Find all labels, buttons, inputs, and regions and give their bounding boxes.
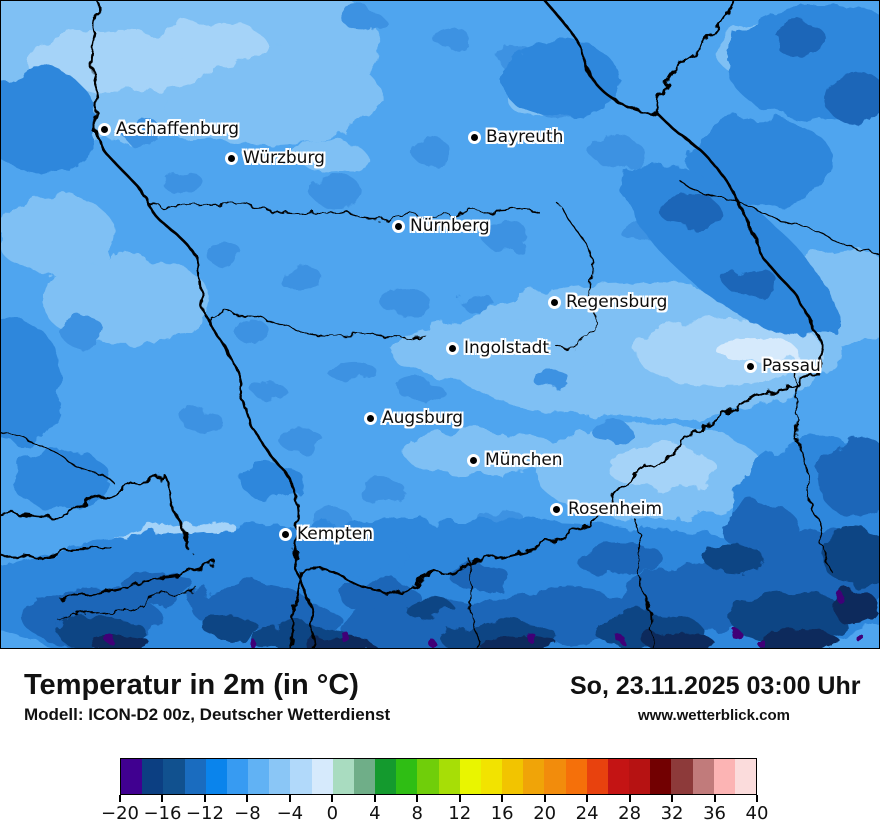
colorbar-tick: [416, 795, 419, 802]
colorbar-cell: [332, 759, 354, 794]
colorbar-cell: [734, 759, 757, 794]
colorbar-tick: [458, 795, 461, 802]
colorbar-cell: [142, 759, 164, 794]
model-info: Modell: ICON-D2 00z, Deutscher Wetterdie…: [24, 705, 391, 724]
colorbar-cell: [713, 759, 735, 794]
page-title: Temperatur in 2m (in °C): [24, 669, 359, 701]
colorbar-tick-label: 40: [745, 803, 769, 824]
colorbar-cell: [607, 759, 630, 794]
website-url: www.wetterblick.com: [638, 707, 790, 724]
colorbar-tick-label: 16: [490, 803, 514, 824]
map-temperature-field: [1, 1, 879, 648]
colorbar-cell: [671, 759, 693, 794]
colorbar-tick: [501, 795, 504, 802]
colorbar-cell: [269, 759, 291, 794]
colorbar-tick: [203, 795, 206, 802]
colorbar-cell: [226, 759, 249, 794]
colorbar-tick: [331, 795, 334, 802]
colorbar-tick-label: 12: [448, 803, 472, 824]
district-borders: [1, 179, 879, 648]
colorbar-cell: [163, 759, 185, 794]
colorbar-tick: [543, 795, 546, 802]
colorbar-tick: [756, 795, 758, 802]
colorbar-tick-label: 20: [533, 803, 557, 824]
colorbar-tick: [628, 795, 631, 802]
footer-model-row: Modell: ICON-D2 00z, Deutscher Wetterdie…: [0, 702, 880, 725]
colorbar-cell: [375, 759, 397, 794]
colorbar-tick-label: 0: [326, 803, 339, 824]
state-country-borders: [1, 1, 824, 648]
temperature-raster: [1, 1, 879, 648]
colorbar-tick-label: −8: [234, 803, 261, 824]
forecast-datetime: So, 23.11.2025 03:00 Uhr: [570, 672, 861, 700]
map-borders: [1, 1, 879, 648]
colorbar-tick: [161, 795, 164, 802]
colorbar-tick: [373, 795, 376, 802]
colorbar-cell: [502, 759, 524, 794]
colorbar-tick-label: 8: [411, 803, 423, 824]
colorbar-cell: [523, 759, 545, 794]
colorbar-gradient: [120, 758, 757, 795]
temperature-colorbar: −20 −16 −12 −8 −4 0 4 8 12 16 20 24 28 32 36 40: [101, 758, 768, 828]
colorbar-cell: [480, 759, 503, 794]
colorbar-cell: [396, 759, 418, 794]
colorbar-tick-label: 4: [369, 803, 381, 824]
colorbar-cell: [184, 759, 206, 794]
colorbar-cell: [692, 759, 714, 794]
colorbar-tick-label: 24: [575, 803, 599, 824]
colorbar-cell: [459, 759, 481, 794]
colorbar-cell: [650, 759, 672, 794]
colorbar-cell: [544, 759, 566, 794]
colorbar-cell: [565, 759, 587, 794]
colorbar-cell: [438, 759, 460, 794]
colorbar-cell: [629, 759, 651, 794]
colorbar-tick-label: 28: [618, 803, 642, 824]
colorbar-tick-label: 32: [660, 803, 684, 824]
colorbar-cell: [311, 759, 333, 794]
temperature-map: Aschaffenburg Würzburg Bayreuth Nürnberg Reg…: [0, 0, 880, 649]
footer-title-row: Temperatur in 2m (in °C) So, 23.11.2025 …: [0, 649, 880, 702]
colorbar-tick-label: −12: [185, 803, 224, 824]
colorbar-cell: [121, 759, 143, 794]
map-footer: Temperatur in 2m (in °C) So, 23.11.2025 …: [0, 649, 880, 830]
colorbar-tick: [288, 795, 291, 802]
colorbar-tick-label: −4: [276, 803, 304, 824]
colorbar-tick-label: −16: [143, 803, 182, 824]
colorbar-tick-label: −20: [101, 803, 139, 824]
colorbar-cell: [353, 759, 376, 794]
colorbar-tick: [671, 795, 674, 802]
colorbar-tick: [119, 795, 121, 802]
colorbar-cell: [248, 759, 270, 794]
colorbar-cell: [586, 759, 608, 794]
colorbar-cell: [417, 759, 439, 794]
colorbar-cell: [290, 759, 312, 794]
colorbar-tick: [713, 795, 716, 802]
colorbar-tick: [246, 795, 249, 802]
colorbar-tick-label: 36: [703, 803, 726, 824]
colorbar-tick: [586, 795, 589, 802]
colorbar-cell: [205, 759, 227, 794]
